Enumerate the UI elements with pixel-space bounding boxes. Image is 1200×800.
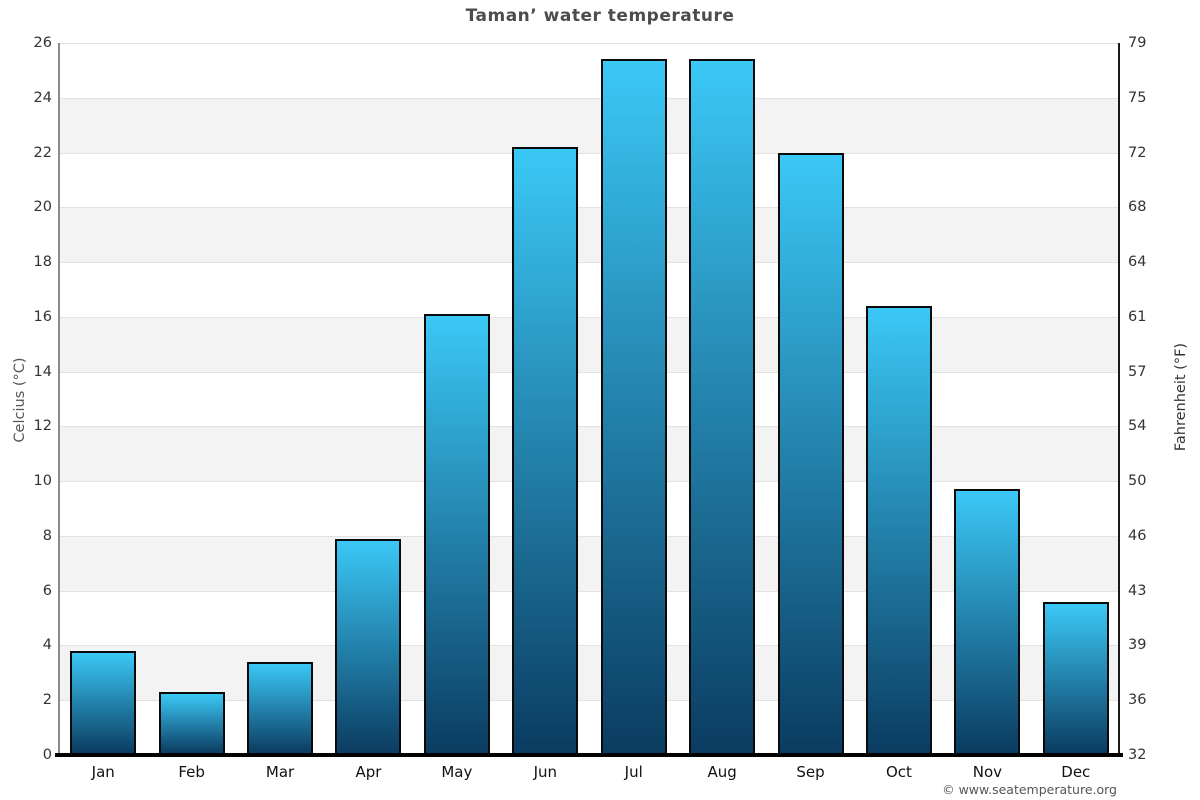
y-tick-right-54: 54 [1128,418,1147,435]
y-tick-left-14: 14 [33,363,52,380]
background-band [59,426,1120,482]
y-tick-left-26: 26 [33,35,52,51]
gridline [59,207,1120,209]
background-band [59,97,1120,153]
y-tick-right-50: 50 [1128,473,1147,490]
x-tick-feb: Feb [178,763,205,781]
y-tick-right-75: 75 [1128,89,1147,106]
background-band [59,262,1120,317]
gridline [59,97,1120,99]
y-axis-right-line [1118,43,1120,755]
x-tick-oct: Oct [885,763,912,781]
y-tick-left-22: 22 [33,144,52,161]
y-tick-right-39: 39 [1128,637,1147,654]
gridline [59,535,1120,537]
y-tick-right-61: 61 [1128,308,1147,325]
background-band [59,43,1120,98]
background-band [59,371,1120,427]
y-tick-left-4: 4 [42,637,52,654]
x-tick-jul: Jul [624,763,643,781]
bar-sep [777,152,844,755]
bar-apr [335,538,402,755]
y-tick-left-12: 12 [33,418,52,435]
chart-title: Taman’ water temperature [465,6,735,26]
background-band [59,535,1120,591]
y-tick-right-68: 68 [1128,199,1147,216]
background-band [59,207,1120,263]
background-band [59,481,1120,536]
y-tick-left-20: 20 [33,199,52,216]
y-tick-left-24: 24 [33,89,52,106]
y-tick-left-6: 6 [42,582,52,599]
y-tick-right-79: 79 [1128,35,1147,51]
bar-mar [247,661,314,755]
y-tick-left-8: 8 [42,527,52,544]
bar-jun [512,147,579,755]
y-tick-left-0: 0 [42,747,52,763]
background-band [59,152,1120,208]
copyright-attribution: © www.seatemperature.org [942,782,1117,797]
background-band [59,700,1120,755]
gridline [59,371,1120,373]
gridline [59,426,1120,428]
x-axis-line [55,753,1123,757]
bar-jul [600,59,667,755]
gridline [59,590,1120,592]
x-tick-dec: Dec [1061,763,1091,781]
x-tick-jun: Jun [533,763,557,781]
y-tick-right-32: 32 [1128,747,1147,763]
bar-may [423,314,490,755]
gridline [59,481,1120,483]
bar-aug [689,59,756,755]
gridline [59,43,1120,44]
gridline [59,316,1120,318]
plot-area [59,43,1120,756]
y-tick-right-36: 36 [1128,692,1147,709]
x-tick-mar: Mar [265,763,295,781]
x-tick-nov: Nov [972,763,1002,781]
y-tick-left-2: 2 [42,692,52,709]
gridline [59,262,1120,264]
y-tick-right-64: 64 [1128,254,1147,271]
background-band [59,316,1120,372]
bar-dec [1042,601,1109,755]
y-tick-right-46: 46 [1128,527,1147,544]
bar-oct [865,305,932,755]
y-axis-right-title: Fahrenheit (°F) [1173,342,1189,452]
y-tick-right-43: 43 [1128,582,1147,599]
gridline [59,645,1120,647]
gridline [59,152,1120,154]
y-tick-right-57: 57 [1128,363,1147,380]
y-axis-left-line [58,43,60,755]
x-tick-may: May [441,763,473,781]
bar-jan [70,650,137,755]
y-tick-left-10: 10 [33,473,52,490]
background-band [59,590,1120,646]
y-tick-left-16: 16 [33,308,52,325]
x-tick-aug: Aug [707,763,737,781]
background-band [59,645,1120,701]
y-tick-left-18: 18 [33,254,52,271]
bar-feb [158,692,225,755]
x-tick-sep: Sep [796,763,825,781]
x-tick-jan: Jan [91,763,115,781]
gridline [59,700,1120,702]
bar-nov [954,489,1021,755]
y-tick-right-72: 72 [1128,144,1147,161]
x-tick-apr: Apr [355,763,382,781]
